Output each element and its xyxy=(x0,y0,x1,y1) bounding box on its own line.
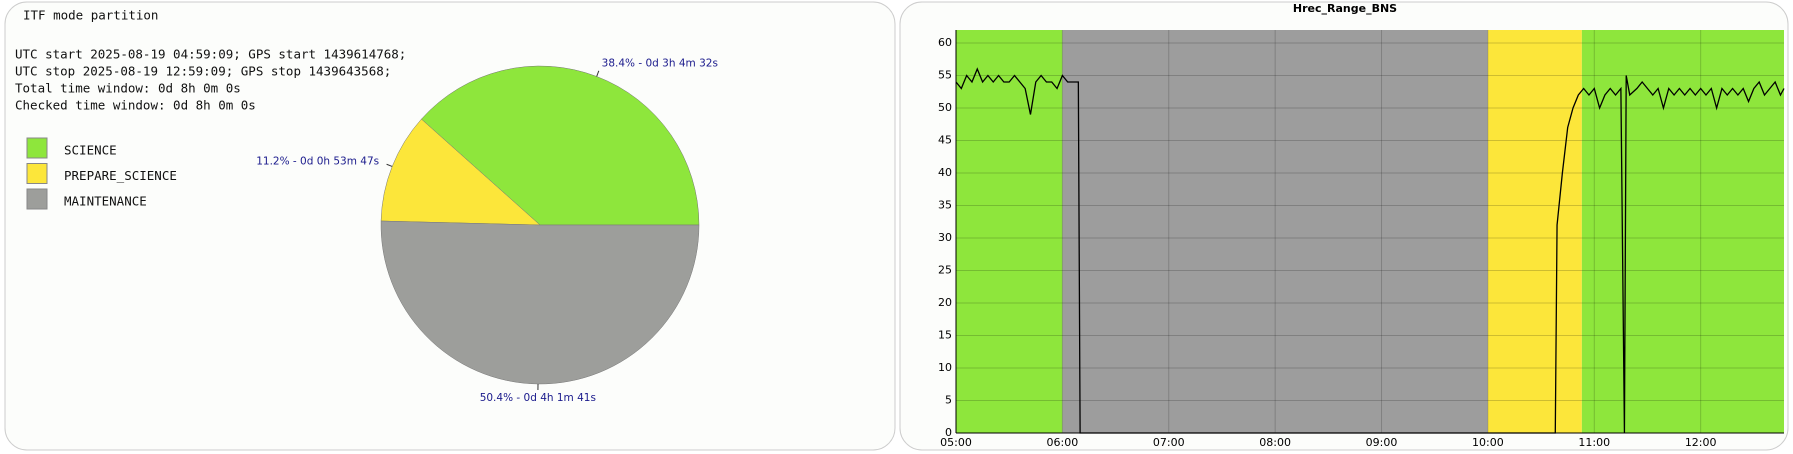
mode-band xyxy=(956,30,1063,433)
y-tick-label: 0 xyxy=(945,426,952,439)
y-tick-label: 35 xyxy=(938,199,952,212)
leader-line xyxy=(596,70,600,77)
x-tick-label: 08:00 xyxy=(1259,436,1291,449)
y-tick-label: 20 xyxy=(938,296,952,309)
x-tick-label: 06:00 xyxy=(1047,436,1079,449)
pie-slice xyxy=(421,65,700,226)
pie-slice xyxy=(380,118,541,226)
y-tick-label: 5 xyxy=(945,394,952,407)
info-line: UTC start 2025-08-19 04:59:09; GPS start… xyxy=(15,47,406,62)
info-line: Checked time window: 0d 8h 0m 0s xyxy=(15,98,256,113)
y-tick-label: 30 xyxy=(938,231,952,244)
info-line: Total time window: 0d 8h 0m 0s xyxy=(15,81,241,96)
y-tick-label: 15 xyxy=(938,329,952,342)
pie-slice xyxy=(380,220,700,385)
mode-band xyxy=(1487,30,1582,433)
y-tick-label: 60 xyxy=(938,36,952,49)
data-line xyxy=(955,67,1785,434)
legend-swatch xyxy=(26,137,48,159)
slice-label: 38.4% - 0d 3h 4m 32s xyxy=(602,57,718,69)
x-tick-label: 11:00 xyxy=(1578,436,1610,449)
y-tick-label: 10 xyxy=(938,361,952,374)
legend-label: PREPARE_SCIENCE xyxy=(64,168,177,183)
y-tick-label: 50 xyxy=(938,101,952,114)
legend-label: MAINTENANCE xyxy=(64,194,147,209)
x-tick-label: 05:00 xyxy=(940,436,972,449)
slice-label: 50.4% - 0d 4h 1m 41s xyxy=(480,392,596,404)
legend-label: SCIENCE xyxy=(64,143,117,158)
leader-line xyxy=(386,163,393,167)
y-tick-label: 40 xyxy=(938,166,952,179)
slice-label: 11.2% - 0d 0h 53m 47s xyxy=(256,155,379,167)
x-tick-label: 09:00 xyxy=(1366,436,1398,449)
y-tick-label: 55 xyxy=(938,69,952,82)
panel-title: ITF mode partition xyxy=(23,8,158,23)
y-tick-label: 25 xyxy=(938,264,952,277)
x-tick-label: 07:00 xyxy=(1153,436,1185,449)
chart-title: Hrec_Range_BNS xyxy=(1293,2,1397,15)
x-tick-label: 12:00 xyxy=(1685,436,1717,449)
legend-swatch xyxy=(26,163,48,184)
y-tick-label: 45 xyxy=(938,134,952,147)
mode-band xyxy=(1062,30,1488,433)
legend-swatch xyxy=(26,188,48,210)
info-line: UTC stop 2025-08-19 12:59:09; GPS stop 1… xyxy=(15,64,391,79)
x-tick-label: 10:00 xyxy=(1472,436,1504,449)
